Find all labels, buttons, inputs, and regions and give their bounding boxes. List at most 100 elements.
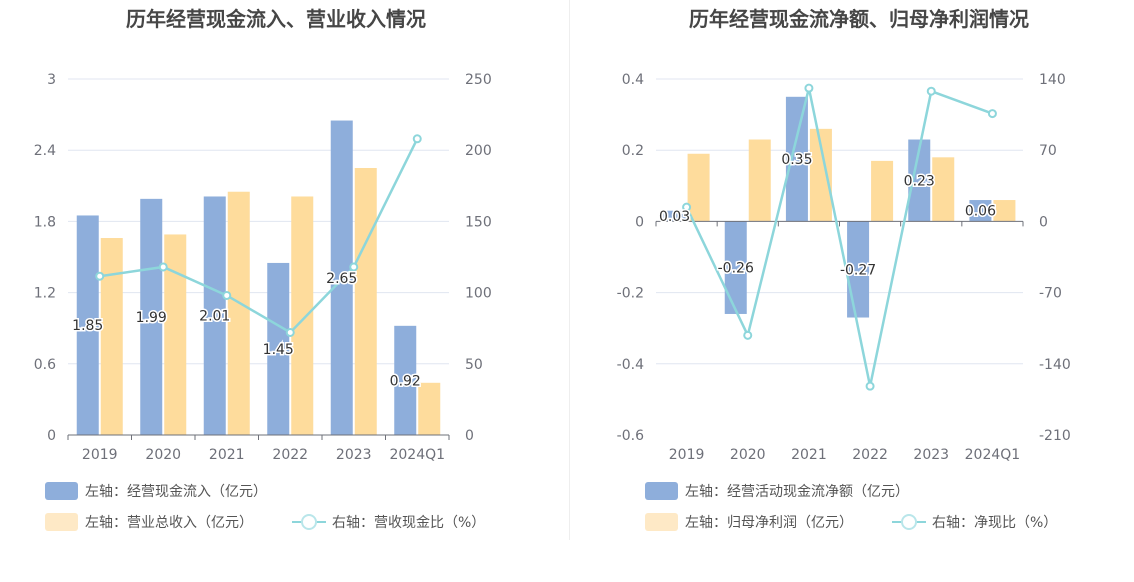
bar — [748, 139, 771, 222]
cash-inflow-revenue-chart: 历年经营现金流入、营业收入情况 0 0 0.6 50 1.2 100 1.8 150 2.4 20… — [34, 7, 492, 531]
ratio-point — [865, 381, 875, 391]
y-left-tick-label: 0.4 — [622, 72, 644, 88]
y-right-tick-label: 140 — [1039, 72, 1066, 88]
ratio-point — [743, 330, 753, 340]
bar — [724, 221, 747, 314]
bar — [291, 196, 314, 435]
x-tick-label: 2020 — [145, 447, 181, 463]
ratio-point — [682, 202, 692, 212]
data-label: 2.01 — [199, 309, 230, 325]
y-right-tick-label: -210 — [1039, 428, 1071, 444]
y-left-tick-label: 3 — [47, 72, 56, 88]
ratio-line — [685, 87, 993, 387]
y-left-tick-label: -0.4 — [617, 357, 644, 373]
data-label: 0.23 — [904, 173, 935, 189]
y-left-tick-label: 1.2 — [34, 286, 56, 302]
ratio-point — [349, 262, 359, 272]
legend-label-revenue: 左轴：营业总收入（亿元） — [85, 515, 253, 531]
y-left-tick-label: 0 — [635, 214, 644, 230]
x-tick-label: 2022 — [272, 447, 308, 463]
bar — [227, 191, 250, 435]
y-left-tick-label: -0.2 — [617, 286, 644, 302]
data-label: 2.65 — [326, 271, 357, 287]
bar — [100, 238, 123, 435]
y-right-tick-label: 0 — [1039, 214, 1048, 230]
y-right-tick-label: 100 — [465, 286, 492, 302]
x-tick-label: 2021 — [209, 447, 245, 463]
y-right-tick-label: 150 — [465, 214, 492, 230]
y-left-tick-label: 1.8 — [34, 214, 56, 230]
data-label: 0.03 — [659, 209, 690, 225]
bar — [267, 262, 290, 435]
y-right-tick-label: 200 — [465, 143, 492, 159]
y-right-tick-label: -70 — [1039, 286, 1062, 302]
ratio-point — [158, 262, 168, 272]
legend-swatch-profit — [645, 513, 678, 531]
legend-label-ratio: 右轴：净现比（%） — [932, 515, 1057, 531]
x-tick-label: 2023 — [913, 447, 949, 463]
ratio-point — [95, 271, 105, 281]
ratio-point — [987, 109, 997, 119]
chart-title: 历年经营现金流入、营业收入情况 — [126, 7, 426, 31]
x-tick-label: 2024Q1 — [389, 447, 445, 463]
bar — [785, 96, 808, 222]
data-label: -0.27 — [840, 262, 876, 278]
bar — [908, 139, 931, 222]
data-label: -0.26 — [718, 261, 754, 277]
bar — [354, 168, 377, 435]
y-left-tick-label: 0.6 — [34, 357, 56, 373]
legend-swatch-revenue — [45, 513, 78, 531]
x-tick-label: 2023 — [336, 447, 372, 463]
legend-label-ratio: 右轴：营收现金比（%） — [332, 515, 485, 531]
x-tick-label: 2020 — [730, 447, 766, 463]
ratio-point — [926, 86, 936, 96]
y-left-tick-label: 0.2 — [622, 143, 644, 159]
y-left-tick-label: 2.4 — [34, 143, 56, 159]
x-tick-label: 2022 — [852, 447, 888, 463]
ratio-point — [412, 134, 422, 144]
data-label: 0.35 — [781, 152, 812, 168]
legend-label-netflow: 左轴：经营活动现金流净额（亿元） — [685, 484, 909, 500]
y-left-tick-label: -0.6 — [617, 428, 644, 444]
data-label: 0.92 — [390, 373, 421, 389]
bar — [663, 210, 686, 222]
y-right-tick-label: 50 — [465, 357, 483, 373]
legend-swatch-netflow — [645, 482, 678, 500]
y-right-tick-label: -140 — [1039, 357, 1071, 373]
x-tick-label: 2021 — [791, 447, 827, 463]
data-label: 1.99 — [136, 310, 167, 326]
legend: 左轴：经营活动现金流净额（亿元） 左轴：归母净利润（亿元） 右轴：净现比（%） — [645, 482, 1057, 531]
bar — [140, 198, 163, 435]
bar — [871, 160, 894, 222]
y-left-tick-label: 0 — [47, 428, 56, 444]
bar — [418, 382, 441, 435]
net-cashflow-profit-chart: 历年经营现金流净额、归母净利润情况 -0.6 -210 -0.4 -140 -0.2 -7… — [617, 7, 1071, 531]
ratio-point — [285, 327, 295, 337]
plot-area: 0 0 0.6 50 1.2 100 1.8 150 2.4 200 3 250 2019 2020 202… — [34, 72, 492, 463]
bar — [932, 157, 955, 222]
x-tick-label: 2019 — [669, 447, 705, 463]
bar — [847, 221, 870, 318]
ratio-point — [804, 83, 814, 93]
legend: 左轴：经营现金流入（亿元） 左轴：营业总收入（亿元） 右轴：营收现金比（%） — [45, 482, 485, 531]
bar — [687, 153, 710, 222]
data-label: 0.06 — [965, 204, 996, 220]
bar — [993, 200, 1016, 222]
bar — [164, 234, 187, 435]
chart-title: 历年经营现金流净额、归母净利润情况 — [689, 7, 1029, 31]
panel-divider — [569, 0, 570, 540]
legend-marker-ratio — [301, 514, 317, 530]
y-right-tick-label: 0 — [465, 428, 474, 444]
bar — [76, 215, 99, 435]
legend-marker-ratio — [901, 514, 917, 530]
bar — [809, 128, 832, 222]
x-tick-label: 2019 — [82, 447, 118, 463]
data-label: 1.85 — [72, 318, 103, 334]
legend-label-inflow: 左轴：经营现金流入（亿元） — [85, 484, 267, 500]
legend-label-profit: 左轴：归母净利润（亿元） — [685, 514, 853, 531]
x-tick-label: 2024Q1 — [965, 447, 1021, 463]
data-label: 1.45 — [263, 342, 294, 358]
plot-area: -0.6 -210 -0.4 -140 -0.2 -70 0 0 0.2 70 0.4 140 2019… — [617, 72, 1071, 463]
bar — [394, 325, 417, 435]
bar — [969, 200, 992, 222]
